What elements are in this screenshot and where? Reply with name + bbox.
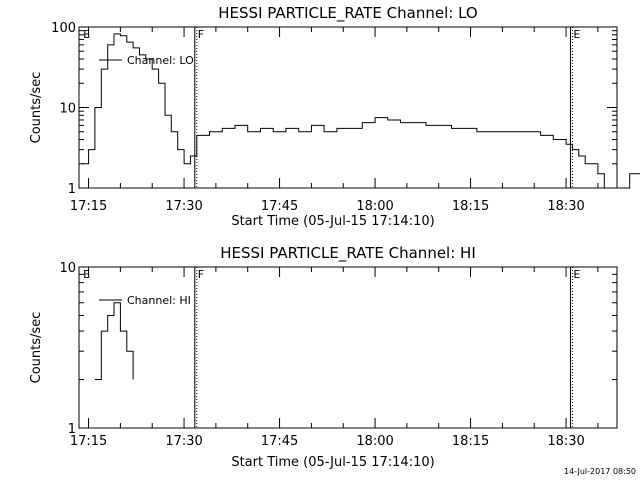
data-series-line [94,302,134,380]
x-tick-label: 18:00 [356,199,393,214]
hi-channel-panel: HESSI PARTICLE_RATE Channel: HI 1 10 Counts… [29,244,618,470]
event-marker-label: E [573,28,580,41]
timestamp-label: 14-Jul-2017 08:50 [564,467,636,476]
x-tick-label: 17:15 [70,199,107,214]
event-marker-label: E [83,28,90,41]
x-tick-label: 18:30 [547,434,584,449]
x-tick-label: 18:15 [452,434,489,449]
event-marker-label: E [573,268,580,281]
event-marker-label: E [83,268,90,281]
x-tick-label: 18:00 [356,434,393,449]
chart-title: HESSI PARTICLE_RATE Channel: LO [218,4,477,23]
y-axis-label: Counts/sec [29,72,44,144]
x-axis-label: Start Time (05-Jul-15 17:14:10) [231,214,434,229]
y-tick-label: 1 [68,422,76,437]
x-axis-label: Start Time (05-Jul-15 17:14:10) [231,455,434,470]
lo-channel-panel: HESSI PARTICLE_RATE Channel: LO 1 10 100 Cou… [29,4,640,229]
plot-frame [78,26,618,189]
x-tick-label: 18:30 [547,199,584,214]
legend-label: Channel: LO [127,54,194,67]
event-marker-label: F [198,268,204,281]
y-tick-label: 10 [59,261,76,276]
x-tick-label: 18:15 [452,199,489,214]
event-marker-label: F [198,28,204,41]
y-tick-label: 10 [59,102,76,117]
y-tick-label: 100 [51,21,76,36]
legend-label: Channel: HI [127,294,191,307]
x-tick-label: 17:30 [165,434,202,449]
data-series-line [82,33,640,189]
x-tick-label: 17:45 [261,434,298,449]
x-tick-label: 17:15 [70,434,107,449]
x-tick-label: 17:45 [261,199,298,214]
y-axis-label: Counts/sec [29,312,44,384]
y-tick-label: 1 [68,182,76,197]
plot-frame [78,266,618,429]
x-tick-label: 17:30 [165,199,202,214]
chart-title: HESSI PARTICLE_RATE Channel: HI [220,244,476,263]
